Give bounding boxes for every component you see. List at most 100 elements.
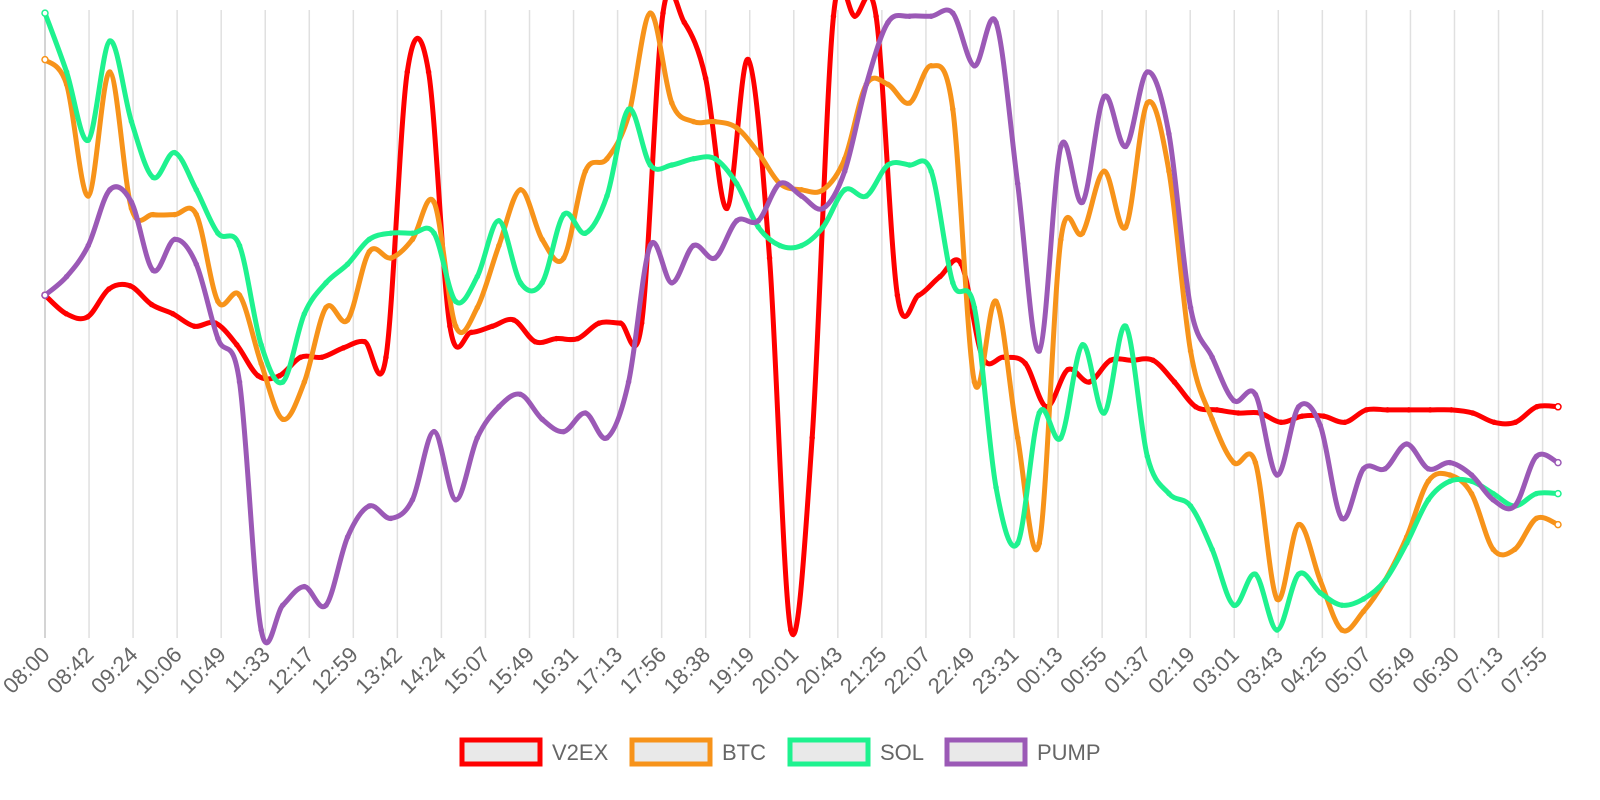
data-point (1384, 407, 1391, 413)
data-point (1166, 168, 1172, 174)
data-point (1150, 357, 1156, 364)
data-point (150, 267, 156, 274)
data-point (1339, 515, 1345, 522)
data-point (425, 69, 432, 75)
data-point (1425, 478, 1432, 484)
legend-item-btc[interactable]: BTC (629, 737, 766, 767)
data-point (280, 379, 286, 385)
data-point (1278, 419, 1284, 426)
data-point (107, 69, 113, 75)
data-point (409, 236, 416, 243)
x-tick-label: 22:49 (923, 642, 980, 699)
data-point (452, 323, 459, 329)
data-point (1209, 416, 1215, 422)
data-point (344, 534, 351, 540)
data-point (971, 304, 978, 311)
data-point (1360, 466, 1367, 472)
data-point (928, 63, 934, 69)
data-point (106, 286, 112, 292)
legend-item-pump[interactable]: PUMP (944, 737, 1101, 767)
data-point (1427, 407, 1433, 413)
data-point (517, 280, 524, 286)
data-point (1187, 503, 1194, 509)
x-tick-label: 05:07 (1319, 642, 1376, 699)
data-point (431, 230, 437, 236)
data-point (1122, 143, 1129, 150)
data-point (950, 106, 956, 112)
data-point (1554, 489, 1562, 498)
data-point (539, 416, 545, 422)
data-point (1447, 478, 1453, 484)
data-point (297, 354, 304, 360)
data-point (660, 10, 666, 16)
data-point (906, 162, 913, 168)
data-point (191, 323, 197, 329)
data-point (1252, 459, 1259, 466)
data-point (301, 311, 308, 317)
data-point (1079, 230, 1086, 236)
data-point (1187, 348, 1194, 354)
data-point (1101, 94, 1107, 100)
data-point (1363, 407, 1369, 413)
x-tick-label: 03:01 (1187, 642, 1244, 699)
data-point (1101, 168, 1107, 174)
data-point (1425, 497, 1432, 503)
legend-item-sol[interactable]: SOL (787, 737, 924, 767)
data-point (604, 156, 610, 162)
data-point (170, 311, 176, 317)
x-tick-label: 14:24 (394, 642, 451, 699)
data-point (1295, 404, 1302, 410)
data-point (1468, 478, 1475, 484)
data-point (582, 168, 589, 174)
legend-item-v2ex[interactable]: V2EX (459, 737, 609, 767)
data-point (788, 627, 794, 633)
data-point (1470, 410, 1476, 416)
data-point (1317, 422, 1323, 429)
data-point (937, 273, 943, 280)
data-point (647, 10, 653, 16)
data-point (1122, 224, 1129, 230)
data-point (1360, 608, 1367, 615)
data-point (452, 497, 459, 503)
data-point (809, 435, 815, 441)
data-point (1014, 435, 1021, 441)
data-point (1342, 419, 1348, 426)
data-point (1382, 466, 1388, 472)
data-point (712, 255, 718, 261)
data-point (604, 435, 610, 441)
data-point (84, 314, 91, 320)
data-point (915, 292, 922, 298)
data-point (234, 342, 240, 348)
data-point (755, 149, 762, 156)
data-point (323, 602, 329, 608)
x-tick-label: 03:43 (1231, 642, 1288, 699)
data-point (150, 211, 156, 218)
data-point (733, 180, 740, 187)
data-point (906, 13, 913, 19)
data-point (1166, 131, 1172, 137)
data-point (301, 379, 308, 385)
x-tick-label: 15:07 (438, 642, 495, 699)
data-point (150, 174, 156, 181)
data-point (258, 627, 264, 633)
data-point (301, 583, 308, 590)
data-point (1403, 540, 1410, 546)
x-tick-label: 20:43 (791, 642, 848, 699)
data-point (1144, 100, 1151, 106)
data-point (1468, 490, 1475, 497)
data-point (1192, 404, 1199, 410)
data-point (107, 38, 113, 44)
data-point (532, 338, 538, 345)
data-point (1171, 379, 1178, 385)
data-point (733, 125, 740, 131)
x-tick-label: 07:13 (1451, 642, 1508, 699)
data-point (1252, 391, 1259, 398)
data-point (755, 218, 762, 224)
data-point (1209, 546, 1215, 553)
data-point (388, 230, 394, 236)
data-point (1144, 69, 1151, 75)
data-point (366, 249, 372, 255)
grid-lines (44, 10, 1544, 638)
legend-label: V2EX (552, 740, 609, 765)
legend: V2EX BTC SOL PUMP (459, 737, 1101, 767)
